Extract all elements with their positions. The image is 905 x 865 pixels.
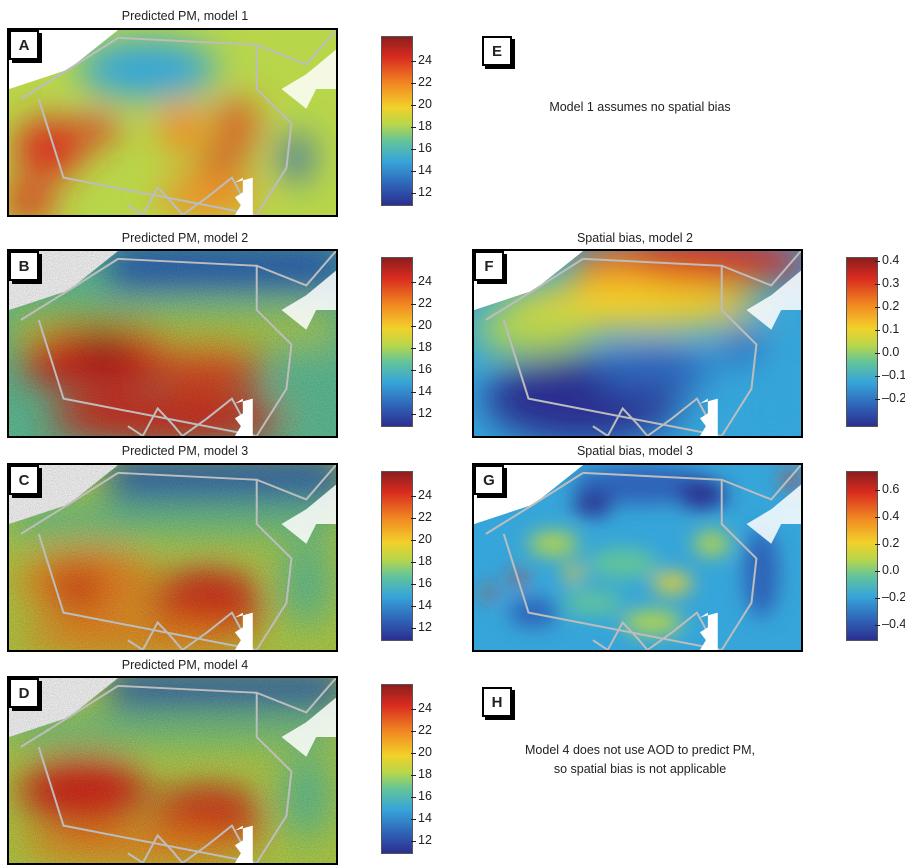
panel-d-letter: D (9, 678, 39, 708)
tick-label: 20 (411, 532, 432, 546)
panel-g-letter: G (474, 465, 504, 495)
tick-label: 12 (411, 833, 432, 847)
panel-e-note: Model 1 assumes no spatial bias (549, 100, 731, 114)
tick-label: 14 (411, 811, 432, 825)
tick-label: 0.2 (874, 299, 900, 313)
colorbar-bias-f (846, 257, 878, 427)
panel-a-letter: A (9, 30, 39, 60)
tick-label: 24 (411, 488, 432, 502)
pm-model4-map (9, 678, 336, 863)
panel-h-note-line1: Model 4 does not use AOD to predict PM, (525, 743, 755, 757)
panel-e-letter: E (482, 36, 512, 66)
tick-label: 20 (411, 745, 432, 759)
tick-label: 0.1 (874, 322, 900, 336)
panel-b-title: Predicted PM, model 2 (121, 231, 249, 245)
panel-h-letter: H (482, 687, 512, 717)
tick-label: 14 (411, 163, 432, 177)
tick-label: 0.2 (874, 536, 900, 550)
tick-label: 22 (411, 723, 432, 737)
tick-label: 22 (411, 510, 432, 524)
tick-label: –0.4 (874, 617, 905, 631)
pm-model1-map (9, 30, 336, 215)
tick-label: 16 (411, 362, 432, 376)
bias-model2-map (474, 251, 801, 436)
tick-label: 16 (411, 789, 432, 803)
tick-label: 0.4 (874, 509, 900, 523)
map-panel-g: G (472, 463, 803, 652)
tick-label: –0.1 (874, 368, 905, 382)
tick-label: 12 (411, 185, 432, 199)
tick-label: 18 (411, 119, 432, 133)
tick-label: 22 (411, 296, 432, 310)
tick-label: 0.0 (874, 563, 900, 577)
tick-label: 16 (411, 141, 432, 155)
panel-f-letter: F (474, 251, 504, 281)
panel-a-title: Predicted PM, model 1 (121, 9, 249, 23)
tick-label: 0.6 (874, 482, 900, 496)
tick-label: 18 (411, 767, 432, 781)
colorbar-bias-g (846, 471, 878, 641)
tick-label: 20 (411, 97, 432, 111)
map-panel-f: F (472, 249, 803, 438)
panel-h-note-line2: so spatial bias is not applicable (553, 762, 727, 776)
panel-b-letter: B (9, 251, 39, 281)
map-panel-c: C (7, 463, 338, 652)
pm-model2-map (9, 251, 336, 436)
map-panel-d: D (7, 676, 338, 865)
tick-label: 12 (411, 406, 432, 420)
panel-h-note: Model 4 does not use AOD to predict PM, … (480, 741, 800, 779)
tick-label: 24 (411, 274, 432, 288)
tick-label: –0.2 (874, 391, 905, 405)
tick-label: 12 (411, 620, 432, 634)
tick-label: 18 (411, 554, 432, 568)
tick-label: 22 (411, 75, 432, 89)
tick-label: 0.3 (874, 276, 900, 290)
tick-label: 20 (411, 318, 432, 332)
tick-label: –0.2 (874, 590, 905, 604)
tick-label: 24 (411, 53, 432, 67)
panel-d-title: Predicted PM, model 4 (121, 658, 249, 672)
tick-label: 24 (411, 701, 432, 715)
tick-label: 14 (411, 598, 432, 612)
tick-label: 18 (411, 340, 432, 354)
tick-label: 0.4 (874, 253, 900, 267)
panel-f-title: Spatial bias, model 2 (576, 231, 694, 245)
tick-label: 0.0 (874, 345, 900, 359)
colorbar-pm-c (381, 471, 413, 641)
map-panel-b: B (7, 249, 338, 438)
bias-model3-map (474, 465, 801, 650)
panel-c-title: Predicted PM, model 3 (121, 444, 249, 458)
colorbar-pm-a (381, 36, 413, 206)
pm-model3-map (9, 465, 336, 650)
tick-label: 16 (411, 576, 432, 590)
colorbar-pm-d (381, 684, 413, 854)
map-panel-a: A (7, 28, 338, 217)
tick-label: 14 (411, 384, 432, 398)
colorbar-pm-b (381, 257, 413, 427)
panel-g-title: Spatial bias, model 3 (576, 444, 694, 458)
panel-c-letter: C (9, 465, 39, 495)
